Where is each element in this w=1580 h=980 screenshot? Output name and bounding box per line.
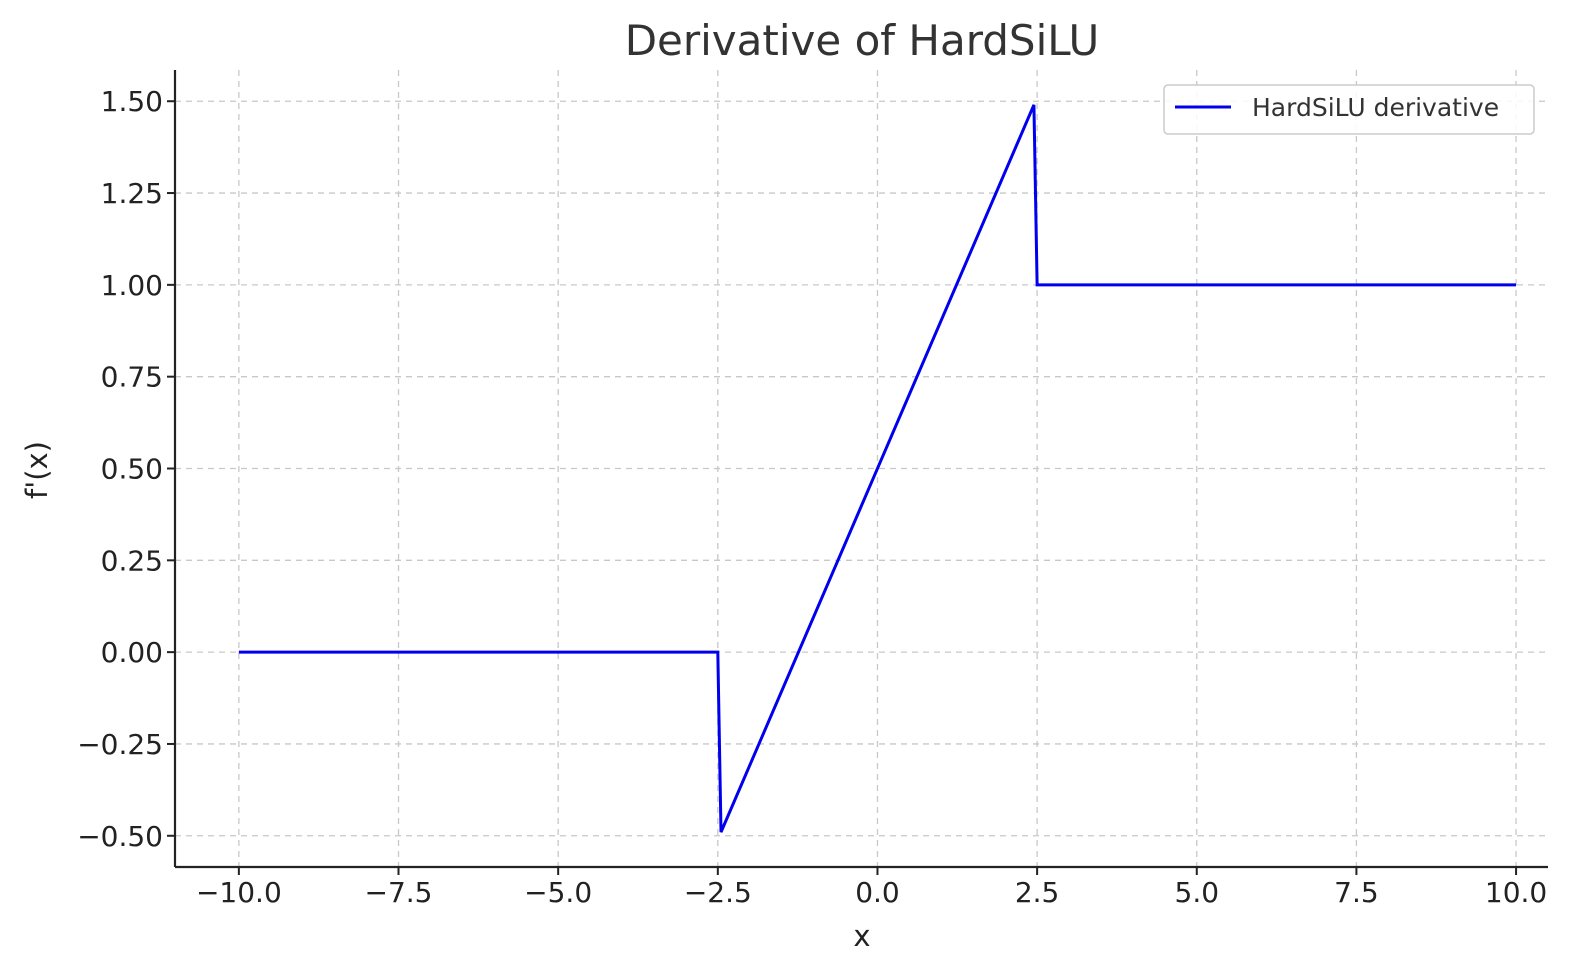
x-tick-label: 0.0 xyxy=(855,876,900,909)
y-tick-label: 0.50 xyxy=(101,453,163,486)
x-tick-label: −2.5 xyxy=(684,876,752,909)
y-tick-label: 1.25 xyxy=(101,177,163,210)
y-tick-label: 0.25 xyxy=(101,544,163,577)
y-tick-label: −0.25 xyxy=(77,728,163,761)
series-line xyxy=(238,104,1517,833)
x-tick-label: −7.5 xyxy=(365,876,433,909)
y-tick-label: 0.75 xyxy=(101,361,163,394)
x-tick-label: 2.5 xyxy=(1015,876,1060,909)
legend-box xyxy=(1163,84,1535,135)
y-tick-label: 1.00 xyxy=(101,269,163,302)
x-axis-label: x xyxy=(853,919,870,953)
x-tick-label: −5.0 xyxy=(524,876,592,909)
x-tick-label: −10.0 xyxy=(196,876,282,909)
y-tick-label: −0.50 xyxy=(77,820,163,853)
y-axis-label: f'(x) xyxy=(20,441,54,499)
x-tick-label: 10.0 xyxy=(1485,876,1547,909)
legend-label: HardSiLU derivative xyxy=(1252,93,1499,122)
legend: HardSiLU derivative xyxy=(1163,84,1535,135)
y-tick-label: 0.00 xyxy=(101,636,163,669)
y-tick-label: 1.50 xyxy=(101,85,163,118)
chart-title: Derivative of HardSiLU xyxy=(625,16,1100,65)
x-tick-label: 5.0 xyxy=(1175,876,1220,909)
series-layer xyxy=(238,104,1517,833)
x-tick-label: 7.5 xyxy=(1334,876,1379,909)
grid xyxy=(175,70,1548,867)
y-axis-ticks: −0.50 −0.25 0.00 0.25 0.50 0.75 1.00 1.25 1.50 xyxy=(77,85,175,853)
x-axis-ticks: −10.0 −7.5 −5.0 −2.5 0.0 2.5 5.0 7.5 10.0 xyxy=(196,867,1547,909)
